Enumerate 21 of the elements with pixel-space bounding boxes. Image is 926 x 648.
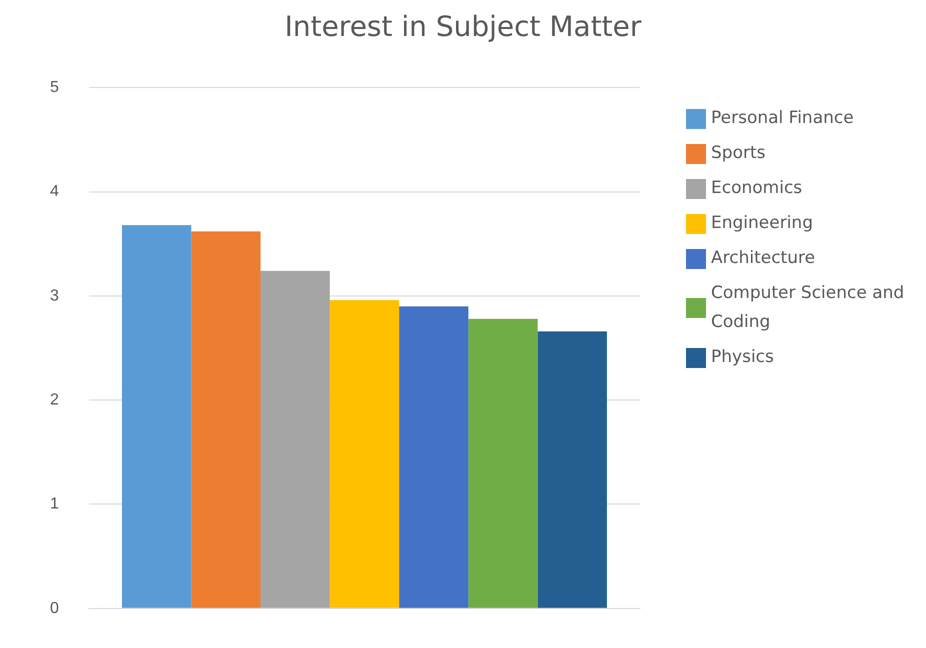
y-tick-label: 4 [50, 183, 59, 200]
legend-label: Engineering [711, 212, 813, 235]
bar [260, 270, 330, 608]
y-tick-label: 2 [50, 391, 59, 408]
bar [399, 306, 468, 608]
y-tick-label: 3 [50, 287, 59, 304]
y-tick-label: 0 [50, 600, 59, 617]
bar [191, 231, 261, 608]
bar [468, 318, 538, 608]
legend-label: Personal Finance [711, 107, 854, 130]
legend-label: Physics [711, 346, 774, 369]
legend-label: Economics [711, 177, 802, 200]
y-tick-label: 5 [50, 79, 59, 96]
bar [538, 331, 607, 608]
bar [330, 300, 400, 608]
legend-label: Computer Science and Coding [711, 282, 906, 334]
legend-label: Sports [711, 142, 766, 165]
legend-label: Architecture [711, 247, 816, 270]
chart-title: Interest in Subject Matter [284, 10, 642, 43]
bar [122, 225, 192, 608]
y-tick-label: 1 [50, 496, 59, 513]
